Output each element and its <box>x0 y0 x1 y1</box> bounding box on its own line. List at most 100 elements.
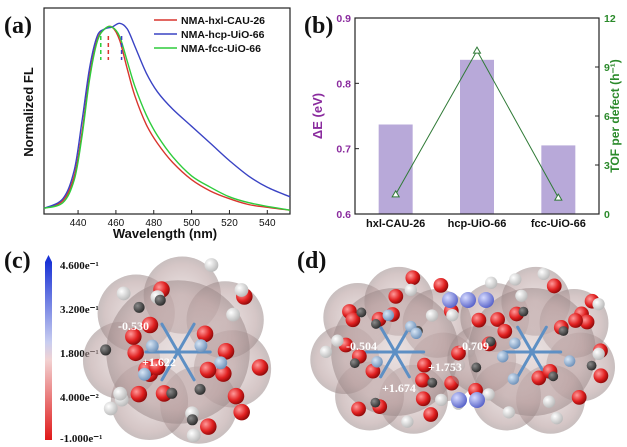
oxygen-atom <box>471 312 487 328</box>
oxygen-atom <box>415 372 430 388</box>
chart-a-series-line-fcc <box>43 25 291 211</box>
oxygen-atom <box>345 312 361 328</box>
panel-c-label: (c) <box>4 248 31 274</box>
oxygen-atom <box>125 328 142 345</box>
hydrogen-atom <box>482 388 495 401</box>
hydrogen-atom <box>509 273 522 286</box>
hydrogen-atom <box>592 347 605 361</box>
bond <box>393 325 411 354</box>
chart-a-xtick-label: 480 <box>145 218 162 229</box>
chart-b-right-tick-label: 0 <box>604 209 610 221</box>
chart-b-tof-line <box>391 46 563 201</box>
hydrogen-atom <box>425 309 439 322</box>
hydrogen-atom <box>186 428 201 443</box>
nitrogen-atom <box>451 392 467 408</box>
carbon-atom <box>133 301 145 313</box>
fl-spectrum-chart: 440 460 480 500 520 540 Wavelength (nm) Norma… <box>21 7 291 241</box>
oxygen-atom <box>405 270 421 286</box>
hydrogen-atom <box>404 283 417 297</box>
colorbar-label-5: -1.000e⁻¹ <box>60 433 102 445</box>
chart-b-left-tick-label: 0.9 <box>336 13 351 25</box>
carbon-atom <box>349 358 360 369</box>
carbon-atom <box>586 360 597 371</box>
carbon-atom <box>166 387 178 399</box>
bond <box>379 325 397 354</box>
carbon-atom <box>370 397 381 408</box>
oxygen-atom <box>571 389 587 405</box>
chart-b-right-tick-label: 6 <box>604 111 610 123</box>
molecule-d-label-3: +1.753 <box>428 360 462 374</box>
molecule-c-esp-render <box>82 256 272 444</box>
hydrogen-atom <box>113 386 128 401</box>
bond <box>393 350 411 379</box>
hydrogen-atom <box>103 401 118 416</box>
chart-a-xlabel: Wavelength (nm) <box>113 226 217 241</box>
carbon-atom <box>518 306 529 317</box>
carbon-atom <box>471 362 482 373</box>
chart-b-left-tick-label: 0.8 <box>336 78 351 90</box>
chart-b-ylabel-left: ΔE (eV) <box>310 93 325 139</box>
oxygen-atom <box>433 278 449 293</box>
chart-a-frame <box>43 7 291 215</box>
oxygen-atom <box>199 361 217 379</box>
carbon-atom <box>154 294 166 306</box>
bond <box>176 322 196 354</box>
hydrogen-atom <box>331 334 344 347</box>
oxygen-atom <box>233 403 250 421</box>
chart-b-bar <box>460 59 494 215</box>
zirconium-atom <box>214 356 228 370</box>
oxygen-atom <box>497 323 513 339</box>
zirconium-atom <box>509 337 521 349</box>
chart-a-xtick-label: 460 <box>108 218 125 229</box>
hydrogen-atom <box>401 415 414 428</box>
chart-b-right-tick-label: 3 <box>604 160 610 172</box>
colorbar-label-1: 4.600e⁻¹ <box>60 260 99 272</box>
panel-d-label: (d) <box>297 248 326 274</box>
carbon-atom <box>356 307 367 318</box>
zirconium-atom <box>145 339 159 353</box>
hydrogen-atom <box>515 289 528 302</box>
bond <box>530 325 548 354</box>
nitrogen-atom <box>442 292 458 308</box>
chart-b-bars <box>378 59 576 215</box>
chart-b-xtick-label: fcc-UiO-66 <box>531 218 586 230</box>
chart-a-xtick-label: 500 <box>183 218 200 229</box>
nitrogen-atom <box>460 292 476 308</box>
hydrogen-atom <box>502 406 515 419</box>
nitrogen-atom <box>469 392 485 408</box>
zirconium-atom <box>371 356 383 368</box>
chart-b-ylabel-right: TOF per defect (h⁻¹) <box>608 59 622 172</box>
chart-a-xtick-label: 540 <box>259 218 276 229</box>
hydrogen-atom <box>234 283 249 297</box>
hydrogen-atom <box>485 276 498 289</box>
panel-b-label: (b) <box>304 13 333 39</box>
carbon-atom <box>427 377 438 388</box>
bond <box>160 350 180 382</box>
hydrogen-atom <box>116 286 131 301</box>
chart-b-right-axis: 0 3 6 9 12 <box>595 13 616 221</box>
zirconium-atom <box>496 351 509 363</box>
oxygen-atom <box>148 358 166 376</box>
molecule-c-label-1: -0.530 <box>118 319 149 333</box>
chart-a-legend-label: NMA-hxl-CAU-26 <box>181 15 265 27</box>
chart-a-peak-markers <box>100 36 123 60</box>
molecule-d-label-4: +1.674 <box>382 381 416 395</box>
hydrogen-atom <box>542 395 556 408</box>
carbon-atom <box>186 414 198 426</box>
chart-a-legend: NMA-hxl-CAU-26 NMA-hcp-UiO-66 NMA-fcc-UiO-… <box>154 15 265 55</box>
oxygen-atom <box>130 385 148 403</box>
hydrogen-atom <box>550 412 563 425</box>
oxygen-atom <box>451 345 466 361</box>
oxygen-atom <box>127 344 144 362</box>
carbon-atom <box>558 326 569 336</box>
zirconium-atom <box>382 309 395 322</box>
chart-a-series <box>43 22 291 211</box>
bond <box>516 350 534 379</box>
zirconium-atom <box>410 327 423 340</box>
bond <box>379 350 397 379</box>
bond <box>516 325 534 354</box>
chart-a-series-line-hcp <box>43 22 291 209</box>
oxygen-atom <box>251 359 269 376</box>
oxygen-atom <box>490 312 505 327</box>
chart-b-left-tick-label: 0.7 <box>336 144 351 156</box>
